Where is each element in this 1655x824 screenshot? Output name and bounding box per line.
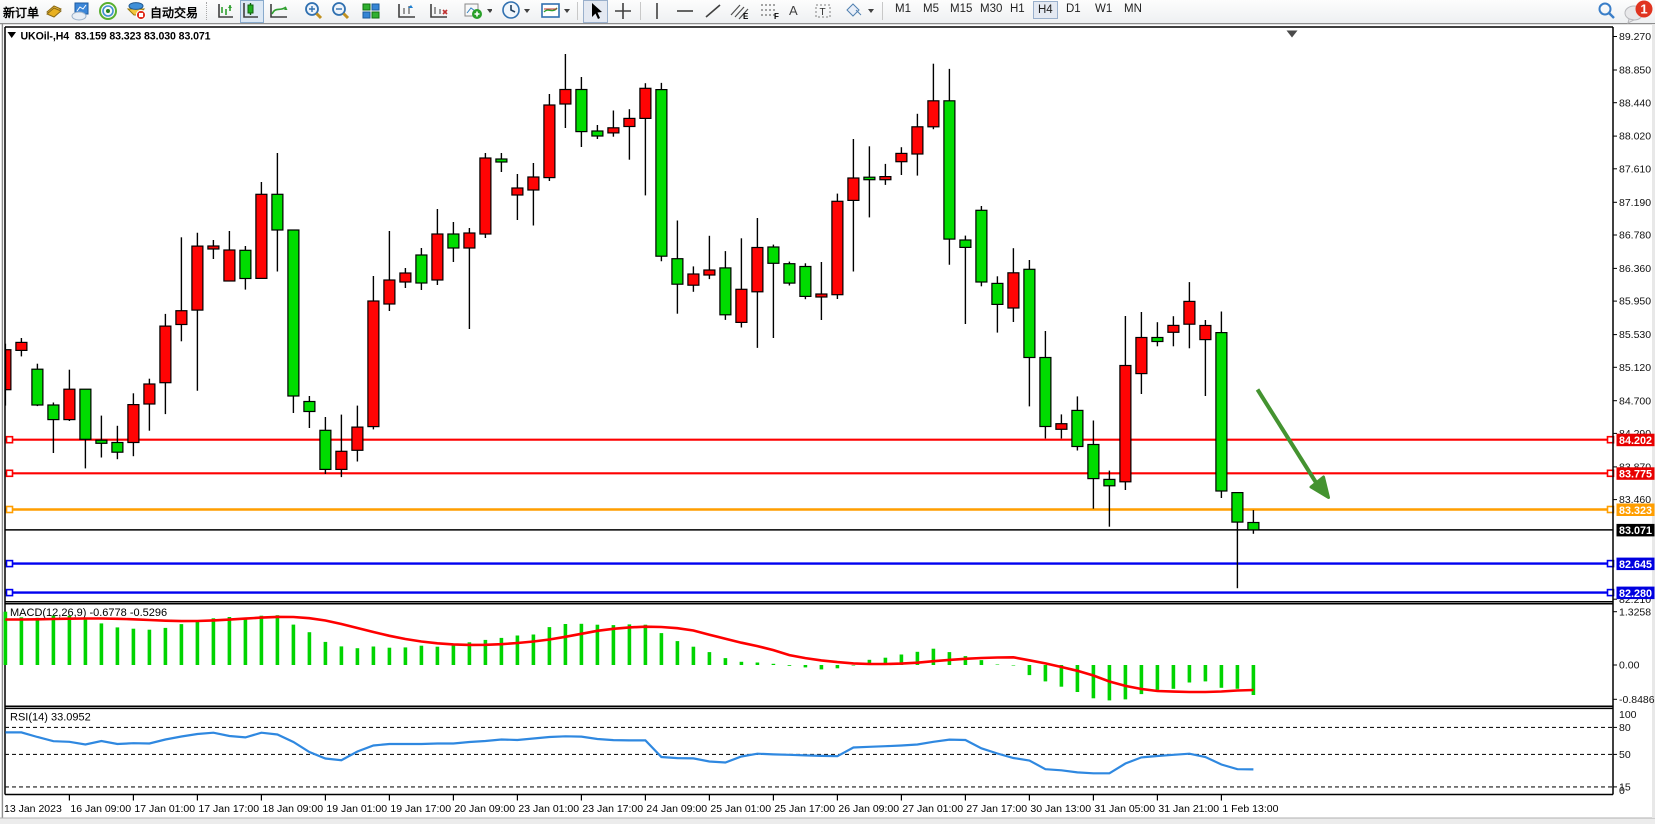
svg-text:1.3258: 1.3258 [1619,606,1651,618]
svg-text:25 Jan 17:00: 25 Jan 17:00 [774,803,835,815]
svg-text:E: E [743,12,749,21]
svg-text:27 Jan 01:00: 27 Jan 01:00 [902,803,963,815]
svg-text:20 Jan 09:00: 20 Jan 09:00 [454,803,515,815]
svg-text:19 Jan 17:00: 19 Jan 17:00 [390,803,451,815]
svg-text:0: 0 [1619,785,1625,797]
svg-text:19 Jan 01:00: 19 Jan 01:00 [326,803,387,815]
svg-text:82.280: 82.280 [1619,588,1652,600]
svg-text:31 Jan 05:00: 31 Jan 05:00 [1094,803,1155,815]
svg-text:17 Jan 01:00: 17 Jan 01:00 [134,803,195,815]
svg-text:83.775: 83.775 [1619,469,1652,481]
svg-text:27 Jan 17:00: 27 Jan 17:00 [966,803,1027,815]
svg-text:85.120: 85.120 [1619,362,1651,374]
svg-text:30 Jan 13:00: 30 Jan 13:00 [1030,803,1091,815]
svg-text:15: 15 [1619,781,1631,793]
svg-text:24 Jan 09:00: 24 Jan 09:00 [646,803,707,815]
svg-text:100: 100 [1619,709,1637,721]
svg-text:F: F [774,12,779,21]
svg-text:-0.8486: -0.8486 [1619,694,1655,706]
svg-text:83.071: 83.071 [1619,525,1652,537]
svg-text:1 Feb 13:00: 1 Feb 13:00 [1222,803,1278,815]
svg-text:18 Jan 09:00: 18 Jan 09:00 [262,803,323,815]
svg-text:80: 80 [1619,722,1631,734]
svg-text:87.610: 87.610 [1619,163,1651,175]
svg-text:82.645: 82.645 [1619,559,1652,571]
svg-text:23 Jan 17:00: 23 Jan 17:00 [582,803,643,815]
svg-text:88.440: 88.440 [1619,97,1651,109]
svg-text:26 Jan 09:00: 26 Jan 09:00 [838,803,899,815]
svg-text:RSI(14) 33.0952: RSI(14) 33.0952 [10,712,91,724]
svg-text:87.190: 87.190 [1619,197,1651,209]
svg-text:84.202: 84.202 [1619,435,1652,447]
svg-text:83.323: 83.323 [1619,505,1652,517]
svg-text:25 Jan 01:00: 25 Jan 01:00 [710,803,771,815]
svg-text:0.00: 0.00 [1619,660,1640,672]
svg-text:16 Jan 09:00: 16 Jan 09:00 [70,803,131,815]
svg-text:13 Jan 2023: 13 Jan 2023 [4,803,62,815]
svg-text:88.850: 88.850 [1619,65,1651,77]
svg-text:89.270: 89.270 [1619,31,1651,43]
svg-text:23 Jan 01:00: 23 Jan 01:00 [518,803,579,815]
svg-text:86.360: 86.360 [1619,263,1651,275]
svg-text:85.530: 85.530 [1619,329,1651,341]
svg-text:UKOil-,H4 83.159 83.323 83.03: UKOil-,H4 83.159 83.323 83.030 83.071 [21,31,211,43]
svg-text:T: T [820,7,826,18]
svg-text:31 Jan 21:00: 31 Jan 21:00 [1158,803,1219,815]
svg-text:83.460: 83.460 [1619,494,1651,506]
svg-text:1: 1 [1640,2,1647,17]
svg-text:88.020: 88.020 [1619,131,1651,143]
svg-text:85.950: 85.950 [1619,296,1651,308]
svg-text:86.780: 86.780 [1619,230,1651,242]
svg-text:MACD(12,26,9) -0.6778 -0.5296: MACD(12,26,9) -0.6778 -0.5296 [10,607,167,619]
svg-text:17 Jan 17:00: 17 Jan 17:00 [198,803,259,815]
svg-text:84.700: 84.700 [1619,395,1651,407]
svg-text:50: 50 [1619,749,1631,761]
